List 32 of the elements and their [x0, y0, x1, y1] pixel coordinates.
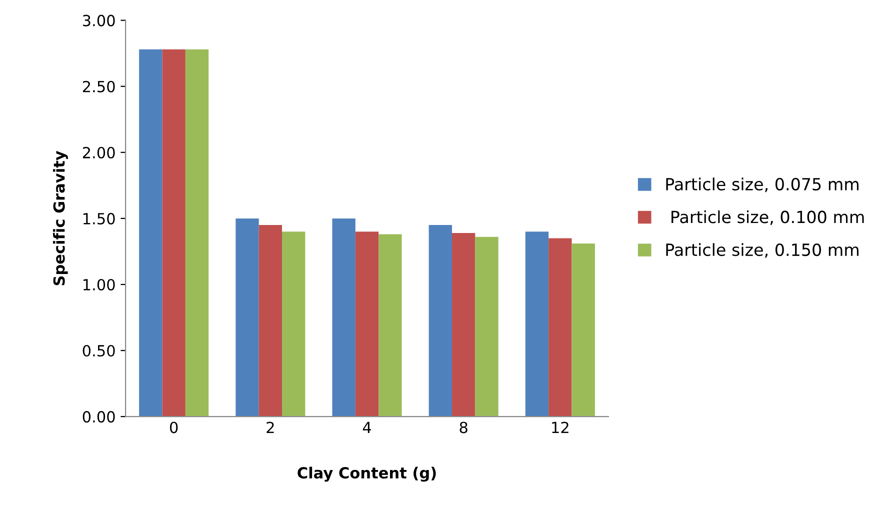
bar: [548, 238, 572, 417]
bar: [185, 49, 209, 417]
bar: [332, 218, 356, 417]
bar: [428, 225, 452, 417]
y-tick-label: 1.50: [83, 212, 115, 224]
bar: [139, 49, 162, 417]
y-tick-label: 2.50: [82, 80, 115, 92]
y-tick-label: 0.50: [82, 344, 115, 357]
bar: [355, 232, 379, 417]
legend-label: Particle size, 0.100 mm: [672, 210, 864, 225]
y-tick-label: 1.00: [83, 278, 115, 290]
x-tick-label: 12: [552, 422, 568, 434]
bar: [258, 225, 282, 417]
bar: [282, 232, 306, 417]
x-tick-label: 8: [460, 422, 468, 434]
x-tick-label: 0: [170, 422, 178, 434]
y-axis-title: Specific Gravity: [53, 150, 68, 286]
bar: [378, 234, 402, 417]
legend-label: Particle size, 0.075 mm: [666, 178, 858, 192]
bar: [162, 49, 186, 417]
legend-label: Particle size, 0.150 mm: [666, 243, 858, 258]
bar: [475, 236, 498, 417]
x-axis-title: Clay Content (g): [298, 466, 436, 482]
y-tick-label: 2.00: [82, 146, 115, 158]
bar: [236, 218, 259, 417]
bar: [572, 244, 595, 417]
y-tick-label: 0.00: [82, 411, 115, 423]
x-tick-label: 2: [266, 422, 274, 434]
y-tick-label: 3.00: [82, 14, 115, 26]
bar: [525, 232, 549, 417]
x-tick-label: 4: [362, 422, 372, 434]
bar: [452, 232, 476, 417]
